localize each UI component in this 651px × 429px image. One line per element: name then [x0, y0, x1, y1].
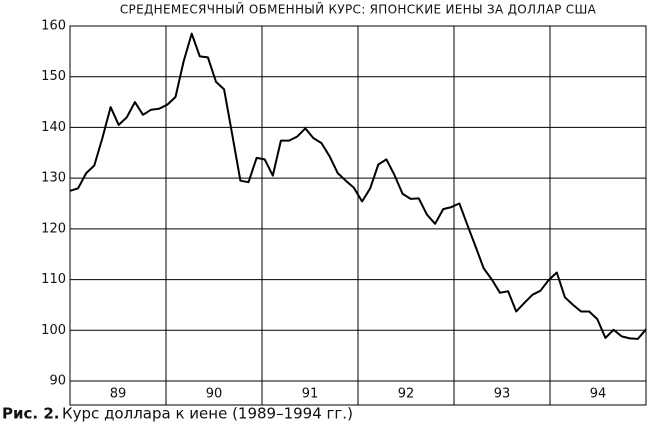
caption-label: Рис. 2.: [2, 405, 59, 423]
y-tick-label: 120: [41, 221, 66, 236]
caption: Курс доллара к иене (1989–1994 гг.): [62, 405, 353, 423]
y-tick-label: 90: [49, 374, 66, 389]
x-tick-label: 93: [494, 387, 511, 402]
x-tick-label: 94: [590, 387, 607, 402]
rate-line: [69, 32, 647, 340]
y-tick-label: 160: [41, 19, 66, 34]
chart-title: СРЕДНЕМЕСЯЧНЫЙ ОБМЕННЫЙ КУРС: ЯПОНСКИЕ И…: [120, 2, 597, 17]
x-tick-label: 90: [206, 387, 223, 402]
x-tick-label: 89: [110, 387, 127, 402]
y-tick-label: 150: [41, 69, 66, 84]
y-tick-label: 140: [41, 120, 66, 135]
y-tick-label: 130: [41, 171, 66, 186]
y-tick-label: 100: [41, 323, 66, 338]
x-tick-label: 92: [398, 387, 415, 402]
x-tick-label: 91: [302, 387, 319, 402]
y-tick-label: 110: [41, 272, 66, 287]
